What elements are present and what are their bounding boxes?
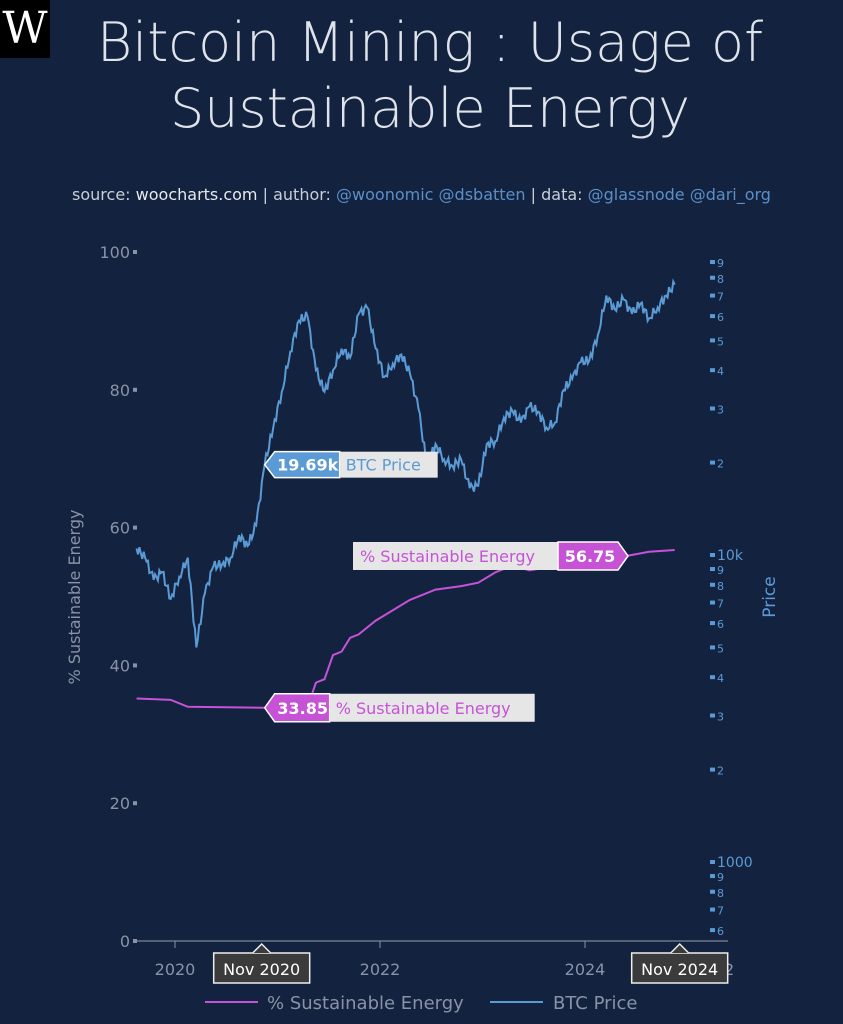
left-tick-mark xyxy=(133,387,137,392)
right-tick-label: 4 xyxy=(717,365,724,378)
right-tick-label: 8 xyxy=(717,273,724,286)
energy-hover-right-value: 56.75 xyxy=(565,547,616,566)
x-tick-label-partial: 2 xyxy=(724,960,734,979)
right-tick-label: 2 xyxy=(717,458,724,471)
right-tick-label: 4 xyxy=(717,672,724,685)
right-tick-label: 9 xyxy=(717,871,724,884)
right-tick-mark xyxy=(710,889,715,894)
chart-subtitle: source: woocharts.com | author: @woonomi… xyxy=(0,185,843,204)
right-tick-mark xyxy=(710,767,715,772)
right-tick-label: 7 xyxy=(717,291,724,304)
chart-title: Bitcoin Mining : Usage of Sustainable En… xyxy=(40,10,820,142)
x-tick-label: 2022 xyxy=(360,960,401,979)
right-tick-mark xyxy=(710,260,715,265)
left-tick-mark xyxy=(133,663,137,668)
source-link[interactable]: woocharts.com xyxy=(135,185,258,204)
right-tick-mark xyxy=(710,713,715,718)
right-tick-label: 1000 xyxy=(717,855,753,871)
right-tick-label: 7 xyxy=(717,905,724,918)
left-tick-mark xyxy=(133,939,137,943)
right-tick-mark xyxy=(710,567,715,572)
x-tick-label: 2020 xyxy=(155,960,196,979)
left-tick-mark xyxy=(133,250,137,254)
hover-date-left-pointer xyxy=(252,942,272,954)
author-label: author: xyxy=(273,185,331,204)
left-tick-label: 80 xyxy=(110,381,130,400)
btc-hover-value: 19.69k xyxy=(277,456,339,475)
hover-date-left-box xyxy=(212,952,311,984)
sustainable-energy-line xyxy=(136,548,675,709)
left-tick-label: 40 xyxy=(110,656,130,675)
right-tick-label: 5 xyxy=(717,335,724,348)
energy-hover-right-name-box xyxy=(353,541,558,570)
left-tick-mark xyxy=(133,525,137,530)
right-tick-mark xyxy=(710,582,715,587)
author-links[interactable]: @woonomic @dsbatten xyxy=(336,185,526,204)
x-tick-label: 2024 xyxy=(565,960,606,979)
title-line-2: Sustainable Energy xyxy=(169,77,691,140)
right-tick-mark xyxy=(710,928,715,933)
left-tick-label: 60 xyxy=(110,519,130,538)
right-tick-mark xyxy=(710,645,715,650)
left-axis-title: % Sustainable Energy xyxy=(65,510,84,685)
right-axis-title: Price xyxy=(760,576,780,617)
right-tick-label: 8 xyxy=(717,887,724,900)
right-tick-mark xyxy=(710,600,715,605)
right-tick-label: 6 xyxy=(717,311,724,324)
hover-date-right-pointer xyxy=(670,942,690,954)
right-tick-mark xyxy=(710,338,715,343)
separator: | xyxy=(262,185,268,204)
energy-hover-right-value-box xyxy=(557,541,629,571)
right-tick-mark xyxy=(710,275,715,280)
left-tick-label: 20 xyxy=(110,794,130,813)
right-tick-label: 3 xyxy=(717,711,724,724)
right-tick-mark xyxy=(710,907,715,912)
btc-hover-name-box xyxy=(339,451,438,478)
title-line-1: Bitcoin Mining : Usage of xyxy=(96,11,764,74)
right-tick-mark xyxy=(710,368,715,373)
right-tick-label: 9 xyxy=(717,257,724,270)
right-tick-label: 6 xyxy=(717,925,724,938)
right-tick-label: 8 xyxy=(717,580,724,593)
hover-date-right-box xyxy=(630,952,729,984)
energy-hover-left-name-box xyxy=(329,693,535,722)
btc-hover-name: BTC Price xyxy=(346,456,421,475)
data-label: data: xyxy=(541,185,583,204)
left-tick-label: 100 xyxy=(99,243,130,262)
data-links[interactable]: @glassnode @dari_org xyxy=(587,185,771,204)
right-tick-mark xyxy=(710,293,715,298)
hover-date-left: Nov 2020 xyxy=(223,960,300,979)
right-tick-label: 5 xyxy=(717,642,724,655)
right-tick-mark xyxy=(710,874,715,879)
right-tick-label: 3 xyxy=(717,404,724,417)
legend-energy-label: % Sustainable Energy xyxy=(267,993,464,1014)
legend-btc-label: BTC Price xyxy=(553,993,638,1014)
right-tick-label: 6 xyxy=(717,618,724,631)
right-tick-mark xyxy=(710,314,715,319)
right-tick-label: 2 xyxy=(717,765,724,778)
right-tick-mark xyxy=(710,675,715,680)
source-label: source: xyxy=(72,185,131,204)
woocharts-logo: W xyxy=(0,0,50,58)
right-tick-mark xyxy=(710,621,715,626)
energy-hover-left-value: 33.85 xyxy=(277,699,328,718)
separator: | xyxy=(530,185,537,204)
right-tick-label: 7 xyxy=(717,598,724,611)
right-tick-mark xyxy=(710,460,715,465)
right-tick-mark xyxy=(710,406,715,411)
left-tick-label: 0 xyxy=(120,932,130,951)
left-tick-mark xyxy=(133,801,137,806)
right-tick-mark xyxy=(710,860,715,864)
btc-price-line xyxy=(135,278,676,648)
right-tick-label: 9 xyxy=(717,564,724,577)
right-tick-label: 10k xyxy=(717,548,744,564)
energy-hover-left-name: % Sustainable Energy xyxy=(336,699,511,718)
hover-date-right: Nov 2024 xyxy=(641,960,718,979)
right-tick-mark xyxy=(710,553,715,557)
energy-hover-right-name: % Sustainable Energy xyxy=(360,547,535,566)
